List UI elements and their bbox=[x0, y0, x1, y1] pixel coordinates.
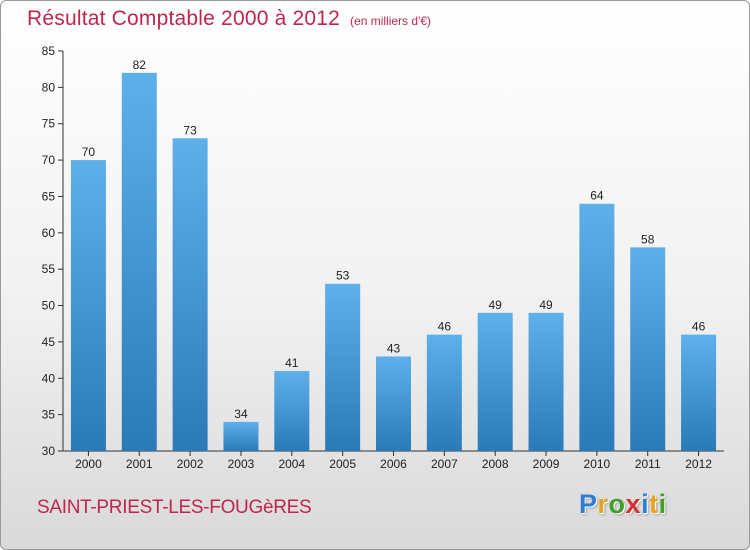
x-tick-label: 2011 bbox=[635, 457, 661, 471]
y-tick-label: 35 bbox=[42, 408, 56, 422]
bar-value-label: 53 bbox=[336, 269, 350, 283]
bar-2006 bbox=[376, 356, 411, 451]
bar-value-label: 70 bbox=[82, 145, 96, 159]
bars: 70 82 73 34 41 53 43 46 49 49 64 58 46 bbox=[70, 58, 717, 452]
y-ticks: 30 35 40 45 50 55 60 65 70 75 80 85 bbox=[42, 44, 63, 458]
y-tick-label: 80 bbox=[42, 80, 56, 94]
x-ticks: 2000 2001 2002 2003 2004 2005 2006 2007 2008 2009… bbox=[75, 451, 712, 471]
x-tick-label: 2007 bbox=[431, 457, 458, 471]
y-tick-label: 75 bbox=[42, 117, 56, 131]
x-tick-label: 2006 bbox=[380, 457, 407, 471]
bar-value-label: 41 bbox=[285, 356, 299, 370]
chart-title-row: Résultat Comptable 2000 à 2012 (en millie… bbox=[27, 7, 431, 31]
logo-letter: o bbox=[608, 489, 626, 519]
bar-value-label: 46 bbox=[692, 320, 706, 334]
x-tick-label: 2009 bbox=[533, 457, 560, 471]
x-tick-label: 2003 bbox=[228, 457, 255, 471]
y-tick-label: 40 bbox=[42, 371, 56, 385]
bar-2008 bbox=[477, 312, 513, 451]
bar-value-label: 49 bbox=[539, 298, 553, 312]
bar-value-label: 58 bbox=[641, 232, 655, 246]
logo-letter: t bbox=[649, 489, 659, 519]
bar-2010 bbox=[579, 203, 615, 451]
bar-value-label: 64 bbox=[590, 189, 604, 203]
x-tick-label: 2001 bbox=[126, 457, 153, 471]
x-tick-label: 2012 bbox=[685, 457, 712, 471]
y-tick-label: 50 bbox=[42, 299, 56, 313]
x-tick-label: 2002 bbox=[177, 457, 204, 471]
proxiti-logo: Proxiti bbox=[579, 489, 667, 520]
bar-2012 bbox=[681, 334, 717, 451]
bar-2007 bbox=[426, 334, 462, 451]
chart-title: Résultat Comptable 2000 à 2012 bbox=[27, 7, 341, 30]
bar-value-label: 34 bbox=[234, 407, 248, 421]
y-tick-label: 55 bbox=[42, 262, 56, 276]
y-tick-label: 70 bbox=[42, 153, 56, 167]
x-tick-label: 2004 bbox=[278, 457, 305, 471]
x-tick-label: 2008 bbox=[482, 457, 509, 471]
logo-letter: x bbox=[625, 489, 642, 519]
bar-value-label: 49 bbox=[489, 298, 503, 312]
x-tick-label: 2010 bbox=[584, 457, 611, 471]
y-tick-label: 85 bbox=[42, 44, 56, 58]
logo-letter: i bbox=[641, 489, 650, 519]
bar-2003 bbox=[223, 421, 259, 451]
bar-2004 bbox=[274, 371, 310, 451]
bar-value-label: 46 bbox=[438, 320, 452, 334]
bar-2009 bbox=[528, 312, 564, 451]
bar-value-label: 73 bbox=[183, 123, 197, 137]
x-tick-label: 2005 bbox=[329, 457, 356, 471]
logo-letter: r bbox=[597, 489, 609, 519]
bar-value-label: 82 bbox=[133, 58, 147, 72]
bar-value-label: 43 bbox=[387, 341, 401, 355]
x-tick-label: 2000 bbox=[75, 457, 102, 471]
y-tick-label: 45 bbox=[42, 335, 56, 349]
bar-2005 bbox=[325, 283, 361, 451]
bar-2000 bbox=[70, 160, 106, 451]
y-tick-label: 30 bbox=[42, 444, 56, 458]
chart-subtitle: (en milliers d'€) bbox=[350, 14, 432, 28]
bar-2001 bbox=[121, 72, 157, 452]
y-tick-label: 60 bbox=[42, 226, 56, 240]
logo-letter: P bbox=[579, 489, 598, 519]
place-name: SAINT-PRIEST-LES-FOUGèRES bbox=[37, 497, 312, 518]
bar-2002 bbox=[172, 138, 208, 452]
bar-2011 bbox=[630, 247, 666, 451]
y-tick-label: 65 bbox=[42, 189, 56, 203]
logo-letter: i bbox=[658, 489, 667, 519]
